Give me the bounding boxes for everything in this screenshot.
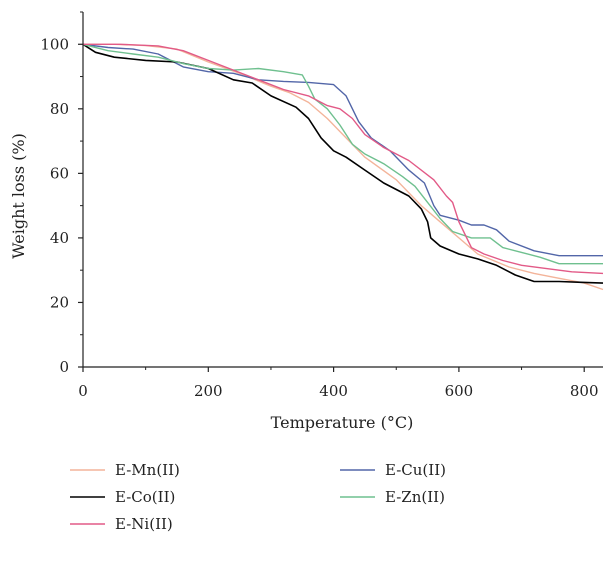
legend-item-e-cu-ii: E-Cu(II) (340, 461, 446, 479)
y-tick-label: 100 (40, 35, 69, 53)
legend-label: E-Mn(II) (115, 461, 180, 479)
y-tick-label: 80 (50, 100, 69, 118)
legend-label: E-Cu(II) (385, 461, 446, 479)
x-tick-label: 200 (194, 382, 223, 400)
x-tick-label: 600 (445, 382, 474, 400)
legend-item-e-co-ii: E-Co(II) (70, 488, 175, 506)
legend-label: E-Ni(II) (115, 515, 173, 533)
series-line-e-cu-ii (82, 43, 603, 257)
y-ticks: 0 20 40 60 80 100 (40, 11, 83, 376)
y-tick-label: 20 (50, 293, 69, 311)
legend-label: E-Zn(II) (385, 488, 445, 506)
legend-item-e-mn-ii: E-Mn(II) (70, 461, 180, 479)
legend-item-e-ni-ii: E-Ni(II) (70, 515, 173, 533)
x-tick-label: 400 (319, 382, 348, 400)
legend-label: E-Co(II) (115, 488, 175, 506)
x-tick-label: 800 (570, 382, 599, 400)
x-axis-title: Temperature (°C) (271, 413, 414, 432)
y-tick-label: 60 (50, 164, 69, 182)
x-tick-label: 0 (78, 382, 88, 400)
y-tick-label: 40 (50, 229, 69, 247)
series-line-e-ni-ii (83, 43, 604, 275)
legend: E-Mn(II) E-Cu(II) E-Co(II) E-Zn(II) E-Ni(II) (70, 461, 446, 533)
x-ticks: 0 200 400 600 800 (78, 367, 599, 400)
series-line-e-zn-ii (82, 43, 603, 265)
y-axis-title: Weight loss (%) (9, 133, 28, 259)
series-layer (82, 43, 604, 291)
y-tick-label: 0 (59, 358, 69, 376)
legend-item-e-zn-ii: E-Zn(II) (340, 488, 445, 506)
